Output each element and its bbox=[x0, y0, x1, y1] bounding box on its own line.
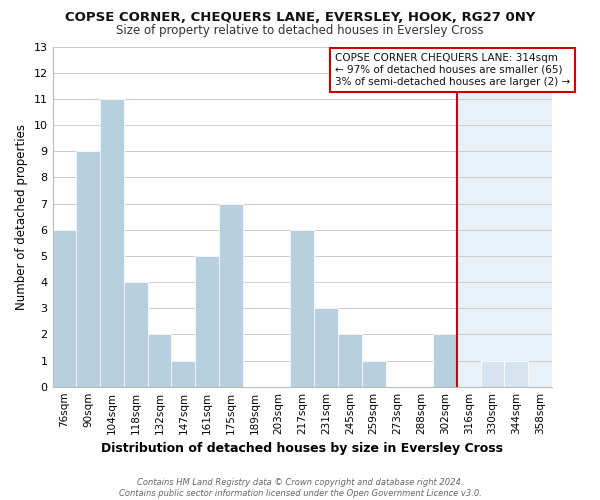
Text: COPSE CORNER CHEQUERS LANE: 314sqm
← 97% of detached houses are smaller (65)
3% : COPSE CORNER CHEQUERS LANE: 314sqm ← 97%… bbox=[335, 54, 570, 86]
Bar bbox=[219, 204, 243, 386]
Bar bbox=[195, 256, 219, 386]
Bar bbox=[338, 334, 362, 386]
Bar bbox=[148, 334, 172, 386]
Bar bbox=[76, 151, 100, 386]
Bar bbox=[76, 151, 100, 386]
Bar bbox=[53, 230, 76, 386]
Y-axis label: Number of detached properties: Number of detached properties bbox=[15, 124, 28, 310]
Bar bbox=[219, 204, 243, 386]
Bar bbox=[481, 360, 505, 386]
Bar bbox=[314, 308, 338, 386]
Bar bbox=[481, 360, 505, 386]
Bar bbox=[362, 360, 386, 386]
Bar bbox=[100, 99, 124, 386]
Bar bbox=[148, 334, 172, 386]
Bar bbox=[362, 360, 386, 386]
Bar bbox=[53, 230, 76, 386]
Bar bbox=[124, 282, 148, 387]
Bar bbox=[290, 230, 314, 386]
Bar bbox=[172, 360, 195, 386]
Bar bbox=[195, 256, 219, 386]
Bar bbox=[290, 230, 314, 386]
Bar bbox=[338, 334, 362, 386]
Text: Size of property relative to detached houses in Eversley Cross: Size of property relative to detached ho… bbox=[116, 24, 484, 37]
Bar bbox=[314, 308, 338, 386]
Bar bbox=[124, 282, 148, 387]
Text: Contains HM Land Registry data © Crown copyright and database right 2024.
Contai: Contains HM Land Registry data © Crown c… bbox=[119, 478, 481, 498]
X-axis label: Distribution of detached houses by size in Eversley Cross: Distribution of detached houses by size … bbox=[101, 442, 503, 455]
Bar bbox=[100, 99, 124, 386]
Text: COPSE CORNER, CHEQUERS LANE, EVERSLEY, HOOK, RG27 0NY: COPSE CORNER, CHEQUERS LANE, EVERSLEY, H… bbox=[65, 11, 535, 24]
Bar bbox=[433, 334, 457, 386]
Bar bbox=[505, 360, 528, 386]
Bar bbox=[172, 360, 195, 386]
Bar bbox=[433, 334, 457, 386]
Bar bbox=[505, 360, 528, 386]
Bar bbox=[457, 46, 552, 386]
